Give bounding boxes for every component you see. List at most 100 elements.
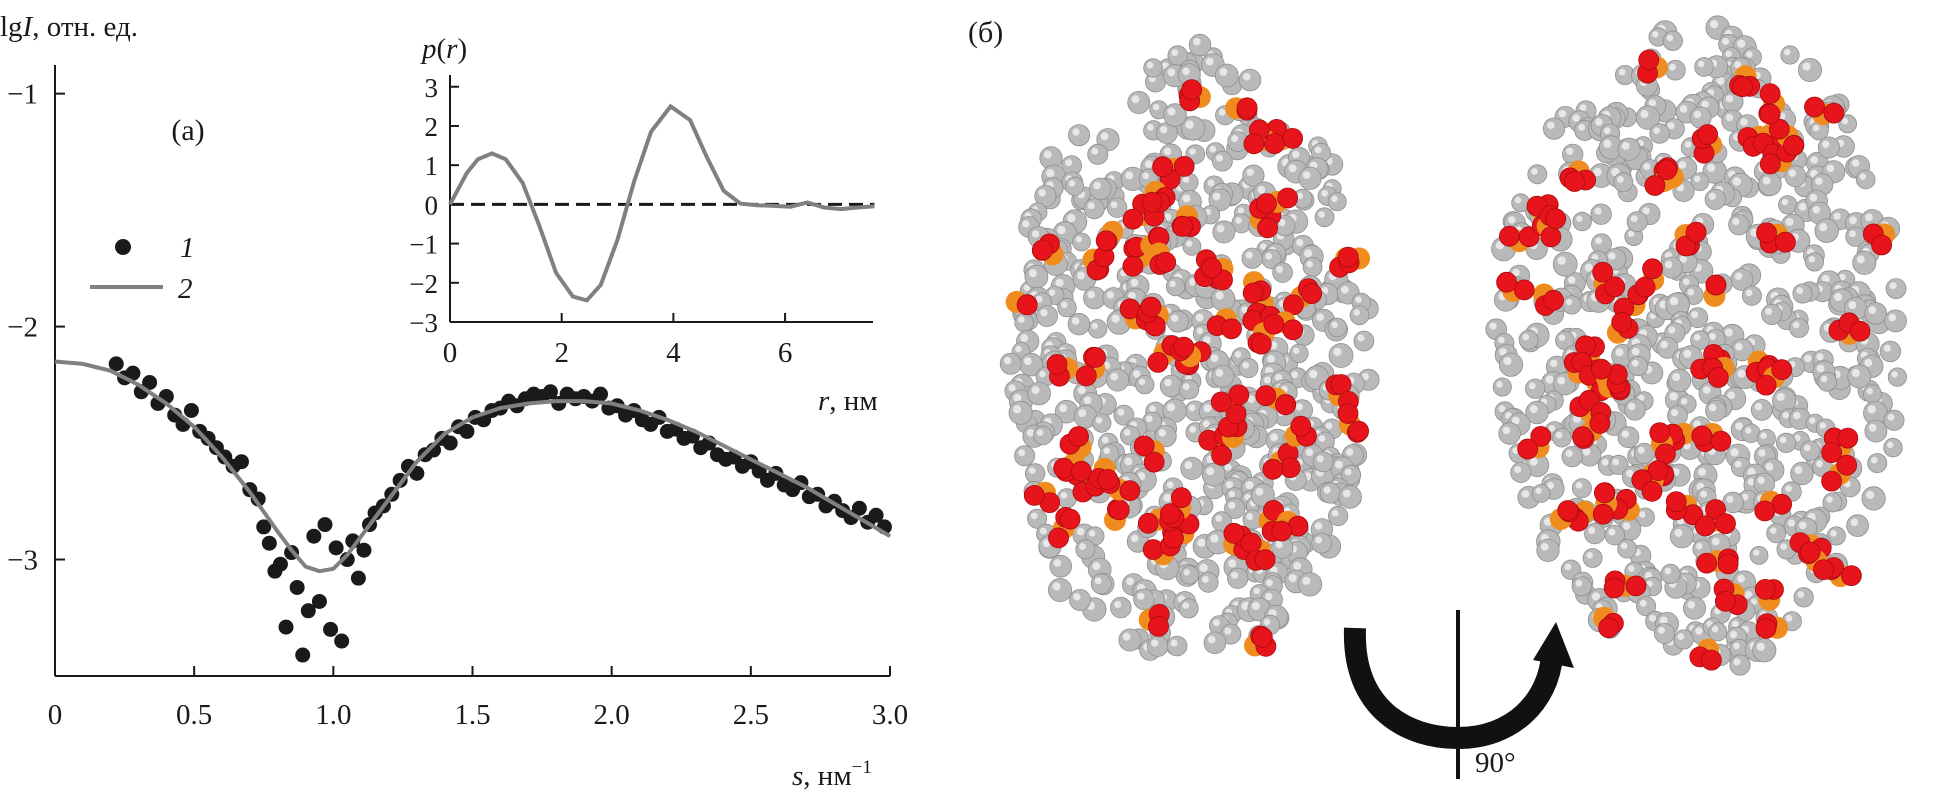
atom-carbon: [1147, 635, 1169, 657]
atom-carbon: [1297, 572, 1323, 597]
atom-highlight: [1758, 449, 1766, 457]
atom-highlight: [1631, 359, 1639, 367]
atom-highlight: [1572, 114, 1580, 122]
data-point: [350, 570, 366, 586]
atom-oxygen: [1133, 435, 1155, 457]
atom-highlight: [1883, 344, 1891, 352]
atom-carbon: [1617, 137, 1641, 161]
atom-highlight: [1785, 217, 1794, 226]
atom-highlight: [1808, 256, 1816, 263]
atom-oxygen: [1604, 276, 1626, 298]
atom-highlight: [1231, 135, 1239, 143]
atom-highlight: [1578, 123, 1586, 131]
atom-oxygen: [1836, 454, 1858, 476]
atom-highlight: [1628, 402, 1636, 411]
atom-carbon: [1649, 123, 1670, 144]
atom-highlight: [1621, 430, 1630, 438]
atom-highlight: [1687, 288, 1695, 296]
inset-y-ticks: 3 2 1 0 −1 −2 −3: [409, 73, 459, 338]
atom-oxygen: [1496, 271, 1517, 293]
atom-highlight: [1302, 576, 1311, 585]
inset-x-tick-label: 0: [443, 337, 458, 369]
atom-highlight: [1325, 422, 1333, 430]
atom-highlight: [1765, 462, 1774, 471]
atom-oxygen: [1799, 541, 1821, 563]
atom-carbon: [1289, 343, 1309, 363]
atom-carbon: [1133, 588, 1155, 611]
atom-carbon: [1069, 589, 1092, 612]
atom-highlight: [1512, 268, 1520, 277]
atom-highlight: [1575, 580, 1583, 587]
atom-highlight: [1617, 176, 1624, 183]
atom-carbon: [1582, 548, 1603, 568]
atom-highlight: [1871, 456, 1878, 464]
data-point: [295, 647, 311, 663]
data-point: [542, 384, 558, 400]
atom-highlight: [1083, 396, 1092, 405]
atom-oxygen: [1755, 618, 1777, 639]
atom-highlight: [1693, 110, 1702, 119]
atom-highlight: [1687, 600, 1696, 609]
atom-oxygen: [1243, 133, 1265, 155]
atom-carbon: [1179, 565, 1200, 585]
atom-carbon: [1072, 232, 1091, 252]
atom-highlight: [1698, 467, 1707, 476]
atom-highlight: [1809, 193, 1818, 202]
rotation-angle-label: 90°: [1475, 747, 1516, 779]
atom-highlight: [1849, 230, 1856, 238]
atom-highlight: [1212, 619, 1220, 627]
atom-highlight: [1057, 225, 1066, 235]
atom-oxygen: [1543, 289, 1564, 311]
atom-oxygen: [1016, 294, 1038, 316]
atom-highlight: [1745, 289, 1753, 297]
atom-highlight: [1864, 358, 1873, 367]
atom-oxygen: [1530, 425, 1552, 447]
atom-oxygen: [1240, 532, 1262, 554]
atom-highlight: [1353, 309, 1360, 316]
atom-carbon: [1135, 375, 1155, 395]
inset-y-tick-label: −2: [409, 269, 438, 299]
atom-oxygen: [1277, 187, 1298, 209]
atom-highlight: [1166, 481, 1174, 489]
atom-highlight: [1548, 425, 1556, 432]
atom-highlight: [1028, 467, 1036, 474]
atom-oxygen: [1540, 226, 1562, 248]
atom-highlight: [1725, 95, 1734, 103]
data-point: [142, 374, 158, 390]
atom-highlight: [1691, 311, 1699, 319]
molecule-view-rotated: [1485, 15, 1908, 676]
atom-oxygen: [1697, 124, 1718, 145]
atom-highlight: [1595, 118, 1603, 126]
atom-highlight: [1304, 249, 1313, 258]
atom-carbon: [1166, 635, 1188, 657]
atom-carbon: [1227, 567, 1249, 589]
atom-highlight: [1094, 577, 1102, 585]
atom-highlight: [1652, 31, 1659, 38]
atom-highlight: [1201, 575, 1209, 583]
atom-highlight: [1103, 447, 1111, 455]
atom-highlight: [1734, 61, 1742, 69]
atom-highlight: [1785, 614, 1793, 622]
atom-highlight: [1215, 515, 1223, 522]
atom-highlight: [1241, 306, 1248, 313]
atom-oxygen: [1148, 616, 1169, 637]
atom-highlight: [1106, 291, 1115, 299]
atom-carbon: [1750, 398, 1773, 421]
atom-highlight: [1546, 481, 1555, 490]
atom-oxygen: [1771, 359, 1793, 381]
main-x-tick-label: 2.5: [733, 699, 769, 731]
atom-highlight: [1887, 441, 1894, 448]
atom-oxygen: [1290, 415, 1312, 437]
atom-highlight: [1246, 513, 1254, 521]
atom-highlight: [1077, 386, 1086, 395]
main-ylabel: lgI, отн. ед.: [0, 11, 138, 43]
atom-oxygen: [1732, 76, 1753, 98]
atom-highlight: [1528, 382, 1536, 390]
atom-highlight: [1826, 164, 1835, 173]
atom-oxygen: [1715, 590, 1736, 612]
atom-highlight: [1067, 213, 1076, 223]
atom-oxygen: [1775, 231, 1796, 253]
atom-highlight: [1640, 110, 1649, 119]
atom-oxygen: [1589, 412, 1611, 434]
panel-a-label: (а): [171, 114, 204, 147]
